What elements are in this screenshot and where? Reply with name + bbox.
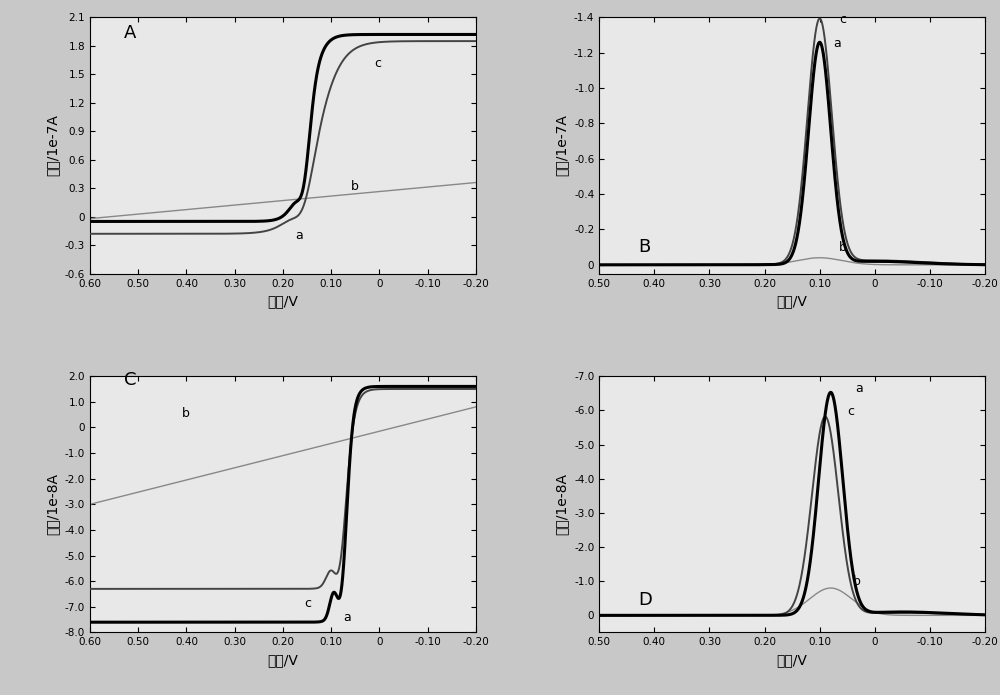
Text: b: b [182, 407, 189, 420]
Text: a: a [295, 229, 303, 243]
Text: a: a [833, 38, 841, 51]
Y-axis label: 电流/1e-8A: 电流/1e-8A [555, 473, 569, 535]
Text: c: c [839, 13, 846, 26]
Text: D: D [638, 591, 652, 609]
Text: b: b [853, 575, 861, 587]
X-axis label: 电压/V: 电压/V [267, 653, 298, 667]
Text: b: b [839, 240, 847, 254]
X-axis label: 电压/V: 电压/V [267, 294, 298, 308]
X-axis label: 电压/V: 电压/V [777, 653, 808, 667]
Text: C: C [124, 371, 136, 389]
Text: a: a [343, 611, 351, 624]
Text: c: c [375, 57, 382, 70]
Text: b: b [350, 180, 358, 193]
Text: c: c [847, 405, 854, 418]
Y-axis label: 电流/1e-7A: 电流/1e-7A [554, 115, 568, 177]
Y-axis label: 电流/1e-8A: 电流/1e-8A [45, 473, 59, 535]
Text: B: B [638, 238, 650, 256]
Text: A: A [124, 24, 136, 42]
Text: c: c [305, 597, 312, 610]
Y-axis label: 电流/1e-7A: 电流/1e-7A [45, 115, 59, 177]
Text: a: a [855, 382, 863, 395]
X-axis label: 电压/V: 电压/V [777, 294, 808, 308]
